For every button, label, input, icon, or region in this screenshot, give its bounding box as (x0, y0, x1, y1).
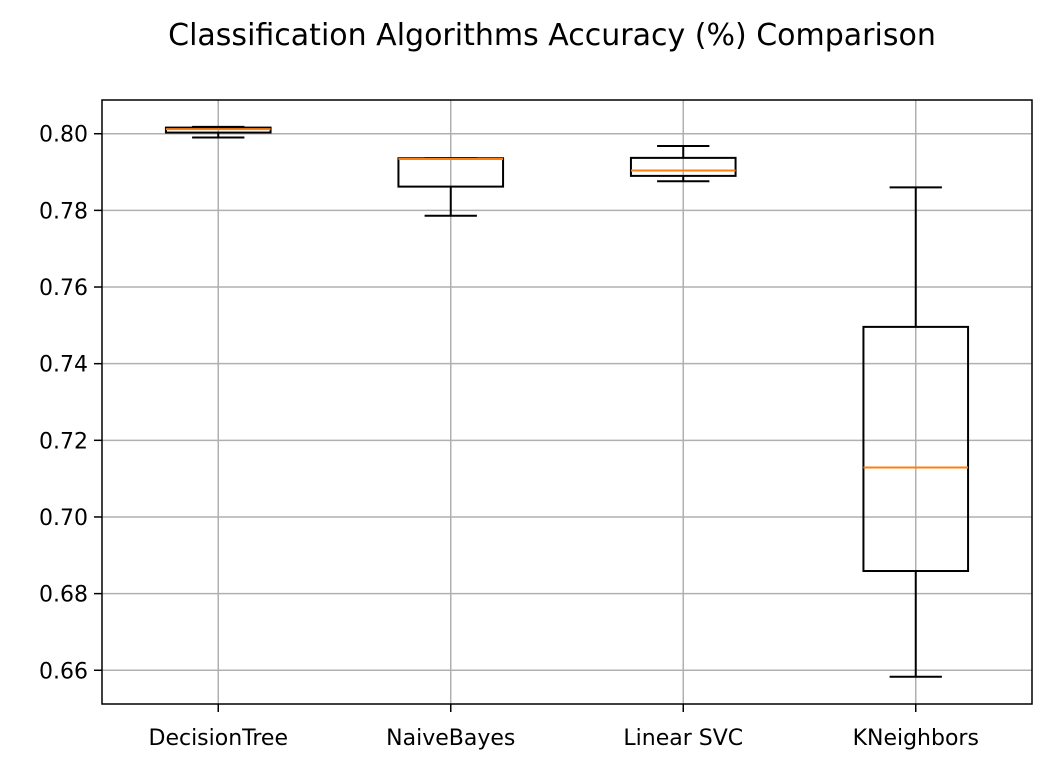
y-tick-label: 0.66 (39, 659, 88, 684)
y-tick-label: 0.68 (39, 583, 88, 608)
box-layer (164, 125, 970, 678)
y-tick-label: 0.76 (39, 276, 88, 301)
y-tick-label: 0.74 (39, 353, 88, 378)
y-tick-label: 0.78 (39, 199, 88, 224)
x-tick-label: KNeighbors (853, 726, 979, 751)
x-tick-label: NaiveBayes (386, 726, 515, 751)
iqr-box (629, 156, 737, 177)
box-group-decisiontree (164, 125, 272, 139)
tick-layer: 0.66 0.68 0.70 0.72 0.74 0.76 0.78 0.80 Decision… (39, 123, 979, 751)
y-tick-label: 0.80 (39, 123, 88, 148)
box-group-naivebayes (397, 157, 505, 217)
x-tick-label: Linear SVC (623, 726, 743, 751)
x-tick-label: DecisionTree (149, 726, 289, 751)
chart-title: Classification Algorithms Accuracy (%) C… (168, 18, 936, 53)
y-tick-label: 0.70 (39, 506, 88, 531)
plot-frame (101, 99, 1033, 705)
iqr-box (862, 325, 970, 573)
box-group-kneighbors (862, 186, 970, 678)
box-group-linear-svc (629, 144, 737, 183)
grid-layer (102, 100, 1032, 704)
y-tick-label: 0.72 (39, 429, 88, 454)
